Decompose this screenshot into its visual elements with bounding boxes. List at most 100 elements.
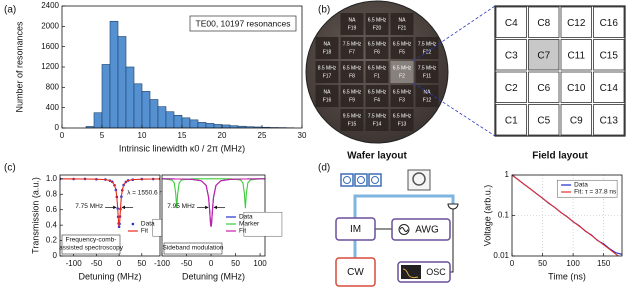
plot-area <box>512 175 622 256</box>
x-tick-label: 15 <box>178 131 187 140</box>
block-label: CW <box>347 267 364 278</box>
x-tick-label: 50 <box>538 259 547 268</box>
wafer-cell-label: F4 <box>374 97 380 103</box>
field-cell <box>495 39 527 71</box>
awg-icon <box>399 227 409 232</box>
wafer-cell-label: NA <box>399 17 407 23</box>
annotation: TE00, 10197 resonances <box>196 18 291 28</box>
panel-label: (d) <box>318 163 330 174</box>
series-line <box>512 175 620 256</box>
field-cell <box>593 104 625 136</box>
wafer-cell <box>390 109 414 131</box>
field-cell-label: C8 <box>537 18 550 29</box>
wafer-cell-label: 6.5 MHz <box>368 89 387 95</box>
wafer-cell <box>315 85 339 107</box>
wafer-cell-label: F22 <box>423 49 432 55</box>
wafer-cell-label: F3 <box>399 97 405 103</box>
bar <box>197 122 207 128</box>
field-cell <box>528 71 560 103</box>
block-label: AWG <box>415 225 439 236</box>
wafer-cell-label: F9 <box>349 97 355 103</box>
x-tick-label: -100 <box>66 259 83 268</box>
field-cell-label: C14 <box>600 83 619 94</box>
x-tick-label: 0 <box>60 131 65 140</box>
wafer-cell-label: 8.5 MHz <box>318 65 337 71</box>
y-tick-label: 1.0 <box>46 174 58 183</box>
legend-symbol <box>131 222 135 226</box>
field-cell <box>528 6 560 38</box>
bar <box>221 124 231 128</box>
wafer-cell-label: 7.5 MHz <box>368 113 387 119</box>
wafer-cell <box>315 37 339 59</box>
y-tick-label: 0.8 <box>46 189 58 198</box>
wafer-cell <box>365 109 389 131</box>
field-cell <box>528 104 560 136</box>
x-tick-label: 5 <box>100 131 105 140</box>
caption: Field layout <box>532 151 588 162</box>
bar <box>165 111 175 128</box>
field-cell-label: C4 <box>505 18 518 29</box>
x-tick-label: 0 <box>117 259 122 268</box>
field-cell-label: C10 <box>567 83 586 94</box>
wafer-cell-label: F15 <box>348 121 357 127</box>
field-cell-label: C7 <box>537 50 550 61</box>
x-tick-label: 100 <box>253 259 267 268</box>
wafer-cell-label: F12 <box>423 97 432 103</box>
field-cell-label: C15 <box>600 50 619 61</box>
zoom-line <box>413 82 496 137</box>
y-tick-label: 400 <box>46 103 60 112</box>
annotation: 7.75 MHz <box>75 203 103 210</box>
wafer-cell-label: 6.5 MHz <box>393 41 412 47</box>
y-tick-label: 0.4 <box>46 220 58 229</box>
wafer-cell-label: F14 <box>373 121 382 127</box>
series-line <box>60 178 160 227</box>
wafer-cell <box>340 85 364 107</box>
x-axis-label: Detuning (MHz) <box>182 271 245 281</box>
field-cell-label: C3 <box>505 50 518 61</box>
wafer-cell-label: F21 <box>398 25 407 31</box>
bar <box>117 36 127 128</box>
wafer-cell <box>390 61 414 83</box>
wafer-cell-label: 7.5 MHz <box>418 65 437 71</box>
field-cell-label: C5 <box>537 115 550 126</box>
y-tick-label: 0 <box>53 251 58 260</box>
wire <box>450 209 454 273</box>
annotation: 7.95 MHz <box>167 203 195 210</box>
block-label: OSC <box>426 267 446 277</box>
x-tick-label: 150 <box>597 259 611 268</box>
osc-trace <box>402 268 419 279</box>
x-tick-label: 0 <box>209 259 214 268</box>
field-grid: C4 C8 C12 C16 C3 C7 C11 C15 C2 C6 C10 C14 C1 C5 C9 C13 <box>494 5 626 137</box>
field-cell-label: C6 <box>537 83 550 94</box>
cw-box <box>335 257 376 287</box>
wafer-cell-label: F13 <box>398 121 407 127</box>
bar <box>149 99 159 128</box>
y-tick-label: 1 <box>505 170 510 179</box>
field-cell <box>593 71 625 103</box>
setup-diagram: IM AWG CW OSC <box>335 169 459 287</box>
y-tick-label: 800 <box>46 82 60 91</box>
y-tick-label: 2000 <box>41 21 59 30</box>
wafer-cell <box>365 61 389 83</box>
y-tick-label: 0.2 <box>46 236 58 245</box>
method-label: Sideband modulation <box>162 245 223 252</box>
awg-box <box>391 218 451 241</box>
legend-label: Data <box>574 182 588 189</box>
ring <box>357 176 365 184</box>
method-label: assisted spectroscopy <box>59 245 124 252</box>
block-label: IM <box>350 224 361 235</box>
x-tick-label: 50 <box>137 259 146 268</box>
wafer-cell-label: F1 <box>374 73 380 79</box>
ring <box>343 176 351 184</box>
wafer-cell <box>340 109 364 131</box>
ring-resonator <box>407 169 431 191</box>
x-tick-label: 25 <box>258 131 267 140</box>
bar <box>133 83 143 128</box>
field-cell <box>560 104 592 136</box>
wafer-cell-label: 7.5 MHz <box>343 41 362 47</box>
legend-box <box>556 179 618 198</box>
field-cell-label: C1 <box>505 115 518 126</box>
method-box <box>61 234 121 255</box>
